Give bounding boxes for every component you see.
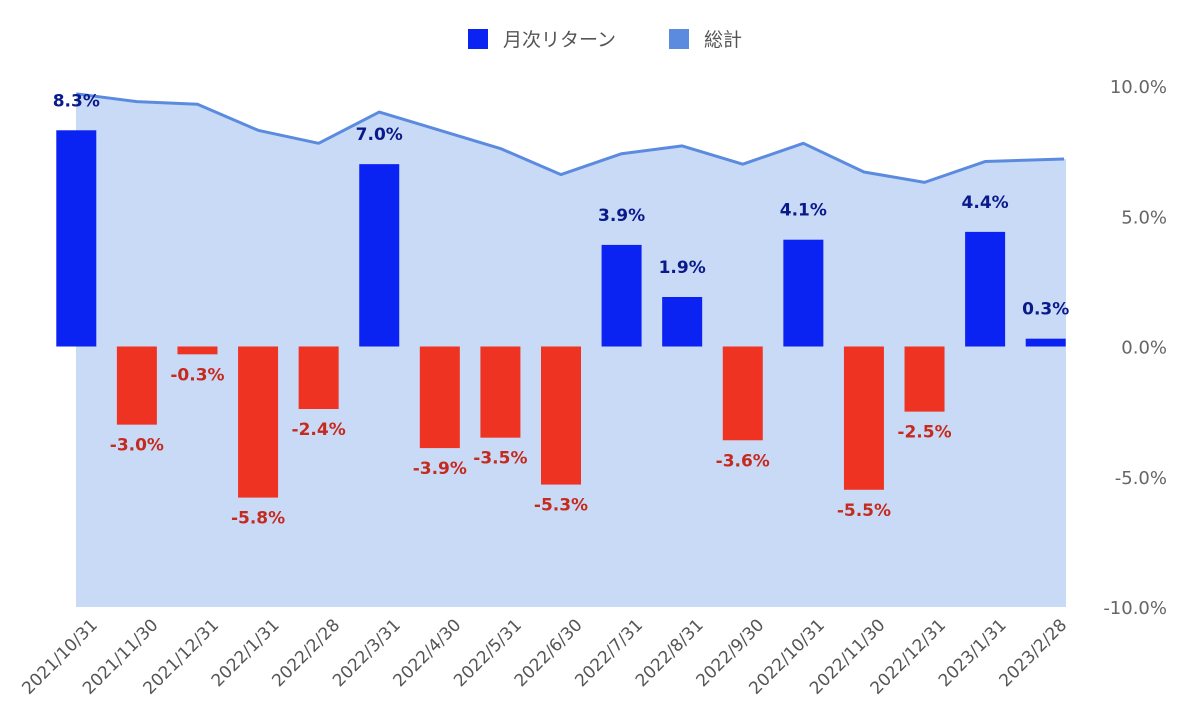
bar-monthly-return [419, 346, 460, 449]
bar-monthly-return [843, 346, 884, 490]
y-axis: 10.0% 5.0% 0.0% -5.0% -10.0% [1103, 77, 1167, 619]
bar-data-label: -5.3% [534, 496, 588, 516]
bar-monthly-return [783, 239, 824, 347]
bar-layer [56, 130, 1066, 498]
bar-monthly-return [116, 346, 157, 425]
bar-data-label: -0.3% [170, 365, 224, 385]
bar-monthly-return [238, 346, 279, 498]
legend-swatch-total [669, 29, 689, 49]
bar-monthly-return [904, 346, 945, 412]
legend-label-total: 総計 [704, 29, 742, 51]
bar-data-label: 4.4% [962, 193, 1009, 213]
bar-data-label: -3.0% [110, 436, 164, 456]
y-tick-label: 5.0% [1121, 207, 1167, 228]
bar-monthly-return [601, 244, 642, 347]
bar-data-label: -3.6% [716, 451, 770, 471]
bar-data-label: 7.0% [356, 125, 403, 145]
bar-monthly-return [722, 346, 763, 441]
bar-monthly-return [359, 164, 400, 347]
bar-data-label: -3.5% [473, 449, 527, 469]
y-tick-label: -5.0% [1115, 468, 1167, 489]
legend-label-monthly: 月次リターン [503, 29, 616, 51]
bar-monthly-return [541, 346, 581, 485]
bar-monthly-return [480, 346, 521, 438]
data-label-layer: 8.3% -3.0% -0.3% -5.8% -2.4% 7.0% -3.9% -3.5% -5… [53, 91, 1070, 528]
bar-monthly-return [298, 346, 339, 410]
bar-monthly-return [662, 297, 703, 347]
bar-data-label: -5.5% [837, 501, 891, 521]
bar-monthly-return [965, 231, 1006, 347]
y-tick-label: -10.0% [1103, 598, 1167, 619]
x-axis: 2021/10/312021/11/302021/12/312022/1/312… [18, 615, 1071, 698]
bar-data-label: -5.8% [231, 509, 285, 529]
bar-data-label: -2.4% [292, 420, 346, 440]
bar-data-label: 1.9% [659, 258, 706, 278]
y-tick-label: 10.0% [1110, 77, 1167, 98]
bar-data-label: 3.9% [598, 206, 645, 226]
bar-data-label: 4.1% [780, 201, 827, 221]
legend-swatch-monthly [468, 29, 488, 49]
bar-data-label: -2.5% [897, 423, 951, 443]
y-tick-label: 0.0% [1121, 338, 1167, 359]
bar-monthly-return [56, 130, 97, 347]
bar-monthly-return [1025, 338, 1066, 347]
bar-data-label: -3.9% [413, 459, 467, 479]
legend: 月次リターン 総計 [468, 29, 742, 51]
bar-data-label: 8.3% [53, 91, 100, 111]
bar-monthly-return [177, 346, 218, 355]
bar-data-label: 0.3% [1022, 300, 1069, 320]
